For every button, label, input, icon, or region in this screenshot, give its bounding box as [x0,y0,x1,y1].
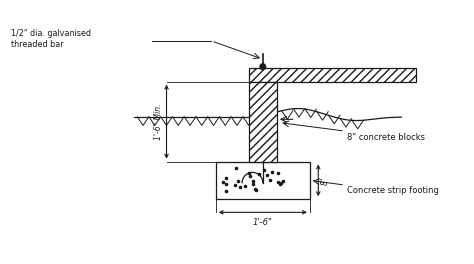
Bar [216,162,310,199]
Bar [249,82,277,162]
Point [232,166,240,170]
Point [277,181,285,185]
Bar [249,68,416,82]
Point [222,189,230,194]
Point [219,180,227,184]
Circle shape [260,64,265,69]
Point [249,178,256,183]
Point [268,170,275,175]
Point [252,188,260,192]
Point [274,171,282,175]
Point [251,187,259,191]
Text: 8" concrete blocks: 8" concrete blocks [347,133,425,142]
Point [242,184,249,188]
Point [222,176,229,180]
Point [263,173,271,177]
Text: Concrete strip footing: Concrete strip footing [347,186,439,196]
Text: 1'-6": 1'-6" [253,218,273,227]
Point [246,173,254,178]
Point [235,179,242,183]
Point [222,182,230,186]
Point [255,172,263,176]
Text: 8": 8" [320,176,329,185]
Text: 1'-6" Min.: 1'-6" Min. [154,103,163,140]
Point [266,178,274,182]
Text: threaded bar: threaded bar [10,40,63,49]
Point [236,185,243,189]
Point [279,179,286,183]
Bar [249,68,416,82]
Point [231,183,238,187]
Point [245,171,253,175]
Point [276,182,283,186]
Point [260,168,268,172]
Point [274,180,282,184]
Point [249,182,256,187]
Text: 1/2" dia. galvanised: 1/2" dia. galvanised [10,29,91,38]
